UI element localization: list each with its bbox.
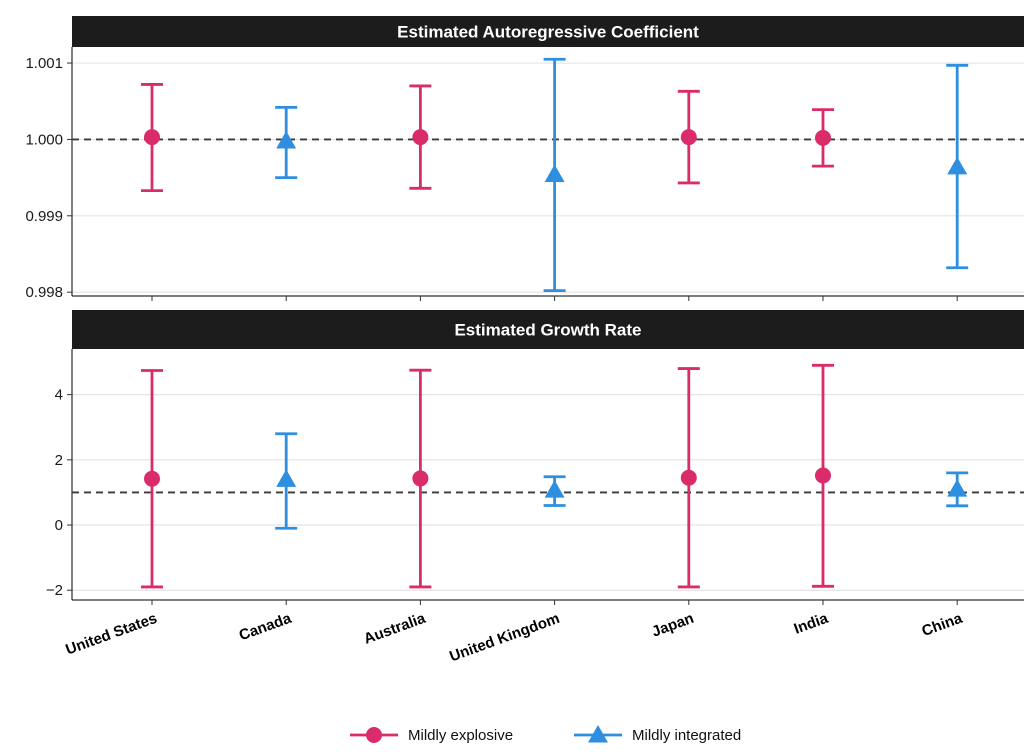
- panel-2-ytick-label: 0: [55, 517, 63, 534]
- panel-1-ytick-label: 0.999: [25, 208, 63, 225]
- panel-2-united-states-point: [144, 470, 160, 487]
- x-tick-label-united-kingdom: United Kingdom: [447, 610, 562, 666]
- x-tick-label-united-states: United States: [63, 610, 159, 659]
- panel-1-ytick-label: 0.998: [25, 284, 63, 301]
- legend-item-mildly-explosive-label: Mildly explosive: [408, 727, 513, 744]
- panel-2-japan-point: [680, 469, 697, 486]
- panel-2-canada-point: [276, 469, 297, 487]
- x-tick-label-canada: Canada: [237, 610, 294, 645]
- panel-1-strip: [72, 16, 1024, 47]
- panel-1-china-point: [947, 156, 968, 175]
- panel-2-ytick-label: 4: [55, 387, 63, 404]
- x-tick-label-china: China: [920, 610, 966, 640]
- panel-2-ytick-label: −2: [46, 582, 63, 599]
- panel-1-title: Estimated Autoregressive Coefficient: [397, 23, 699, 42]
- panel-2-australia-point: [412, 470, 429, 487]
- panel-1-united-states-point: [144, 129, 160, 146]
- panel-1-japan-point: [680, 129, 697, 146]
- panel-1-ytick-label: 1.001: [25, 55, 63, 72]
- x-tick-label-australia: Australia: [362, 610, 429, 648]
- legend-item-mildly-explosive-marker: [366, 727, 382, 743]
- x-tick-label-japan: Japan: [650, 610, 697, 641]
- panel-2-united-kingdom-point: [544, 480, 565, 498]
- x-tick-label-india: India: [792, 610, 831, 638]
- legend-item-mildly-integrated-marker: [588, 725, 608, 743]
- panel-1-australia-point: [412, 129, 429, 146]
- panel-2-india-point: [815, 467, 831, 484]
- panel-1-india-point: [815, 129, 831, 146]
- panel-1-ytick-label: 1.000: [25, 131, 63, 148]
- panel-1-canada-point: [276, 130, 297, 149]
- panel-2-ytick-label: 2: [55, 452, 63, 469]
- legend-item-mildly-integrated-label: Mildly integrated: [632, 727, 741, 744]
- panel-2-strip: [72, 310, 1024, 349]
- panel-2-title: Estimated Growth Rate: [454, 321, 641, 340]
- panel-1-united-kingdom-point: [544, 164, 565, 183]
- panel-2-china-point: [947, 479, 968, 497]
